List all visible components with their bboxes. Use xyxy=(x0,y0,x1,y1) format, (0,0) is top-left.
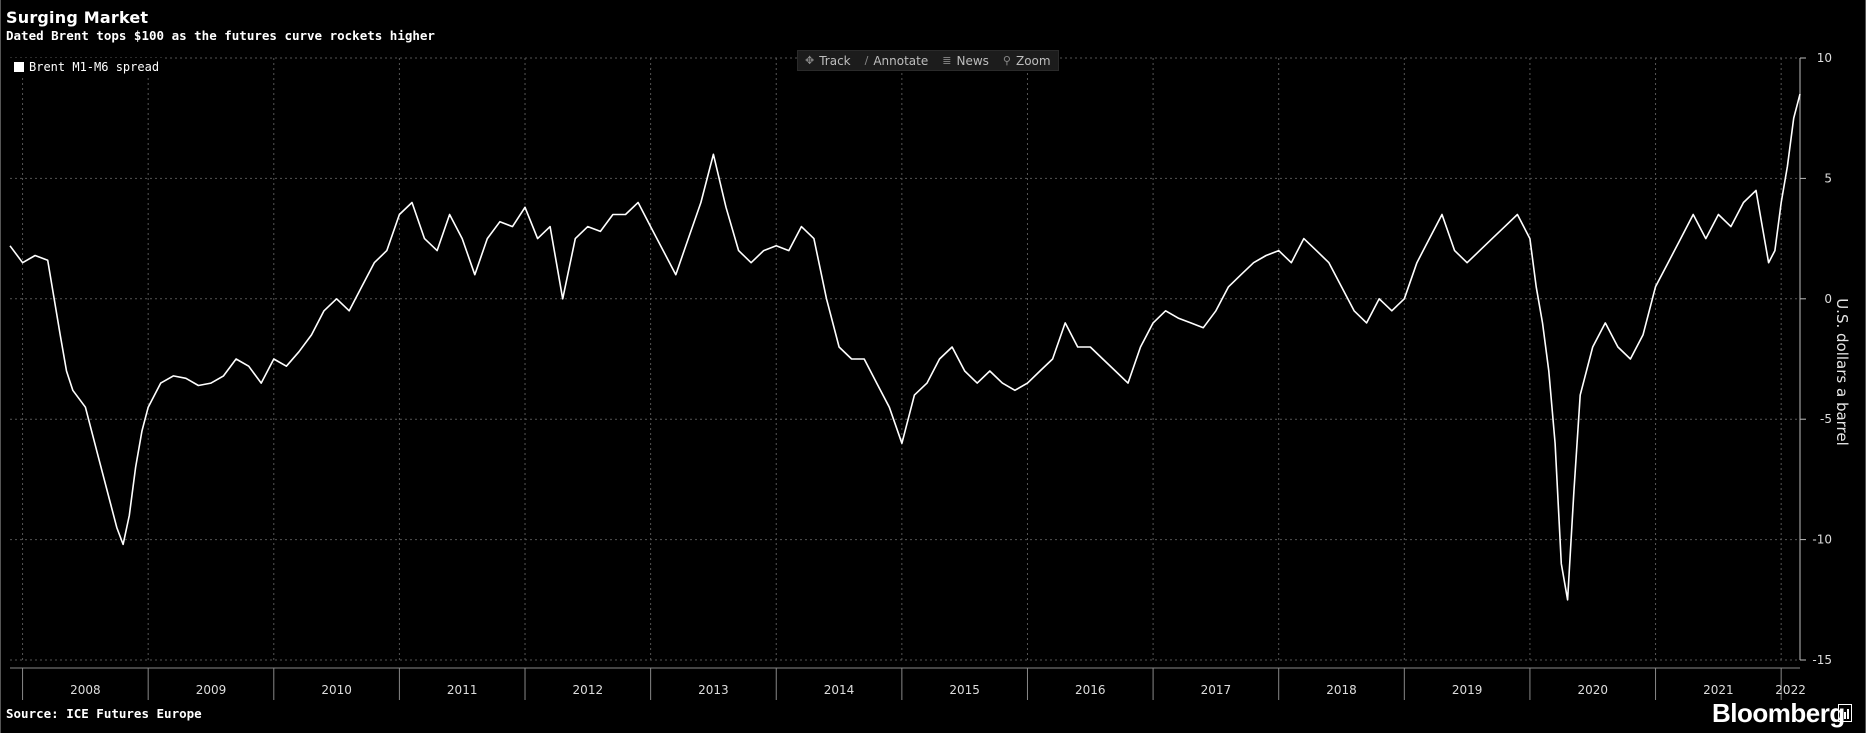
x-tick-label: 2019 xyxy=(1452,683,1483,697)
x-tick-label: 2017 xyxy=(1201,683,1232,697)
x-tick-label: 2010 xyxy=(321,683,352,697)
bloomberg-logo: Bloomberg xyxy=(1712,698,1845,728)
y-axis-title: U.S. dollars a barrel xyxy=(1830,292,1854,452)
y-tick-label: -15 xyxy=(1812,653,1832,667)
x-tick-label: 2022 xyxy=(1775,683,1806,697)
x-tick-label: 2021 xyxy=(1703,683,1734,697)
crosshair-icon: ✥ xyxy=(805,54,815,67)
source-note: Source: ICE Futures Europe xyxy=(6,706,202,721)
x-tick-label: 2020 xyxy=(1577,683,1608,697)
x-tick-label: 2008 xyxy=(70,683,101,697)
zoom-label: Zoom xyxy=(1015,53,1051,68)
zoom-button[interactable]: ⚲ Zoom xyxy=(996,51,1058,70)
y-tick-label: 5 xyxy=(1824,171,1832,185)
y-axis-title-text: U.S. dollars a barrel xyxy=(1833,298,1851,446)
legend[interactable]: Brent M1-M6 spread xyxy=(10,58,166,76)
track-label: Track xyxy=(819,53,851,68)
x-tick-label: 2015 xyxy=(949,683,980,697)
x-tick-label: 2013 xyxy=(698,683,729,697)
y-tick-label: 0 xyxy=(1824,292,1832,306)
y-tick-label: -10 xyxy=(1812,533,1832,547)
x-tick-label: 2018 xyxy=(1326,683,1357,697)
pencil-icon: ∕ xyxy=(864,54,869,67)
x-tick-label: 2009 xyxy=(196,683,227,697)
track-button[interactable]: ✥ Track xyxy=(798,51,858,70)
x-tick-label: 2016 xyxy=(1075,683,1106,697)
x-tick-label: 2012 xyxy=(573,683,604,697)
magnifier-icon: ⚲ xyxy=(1002,54,1011,67)
chart-title: Surging Market xyxy=(6,8,149,27)
bloomberg-terminal-icon xyxy=(1838,704,1852,722)
chart-subtitle: Dated Brent tops $100 as the futures cur… xyxy=(6,28,435,43)
y-tick-label: -5 xyxy=(1820,412,1832,426)
news-label: News xyxy=(956,53,989,68)
legend-label: Brent M1-M6 spread xyxy=(29,60,160,74)
chart-toolbar: ✥ Track ∕ Annotate ≣ News ⚲ Zoom xyxy=(797,50,1059,71)
x-tick-label: 2014 xyxy=(824,683,855,697)
news-icon: ≣ xyxy=(942,54,952,67)
annotate-label: Annotate xyxy=(873,53,929,68)
news-button[interactable]: ≣ News xyxy=(935,51,996,70)
x-tick-label: 2011 xyxy=(447,683,478,697)
annotate-button[interactable]: ∕ Annotate xyxy=(858,51,936,70)
y-tick-label: 10 xyxy=(1817,51,1832,65)
legend-swatch xyxy=(14,62,24,72)
series-line-brent-m1-m6-spread xyxy=(9,93,1801,601)
